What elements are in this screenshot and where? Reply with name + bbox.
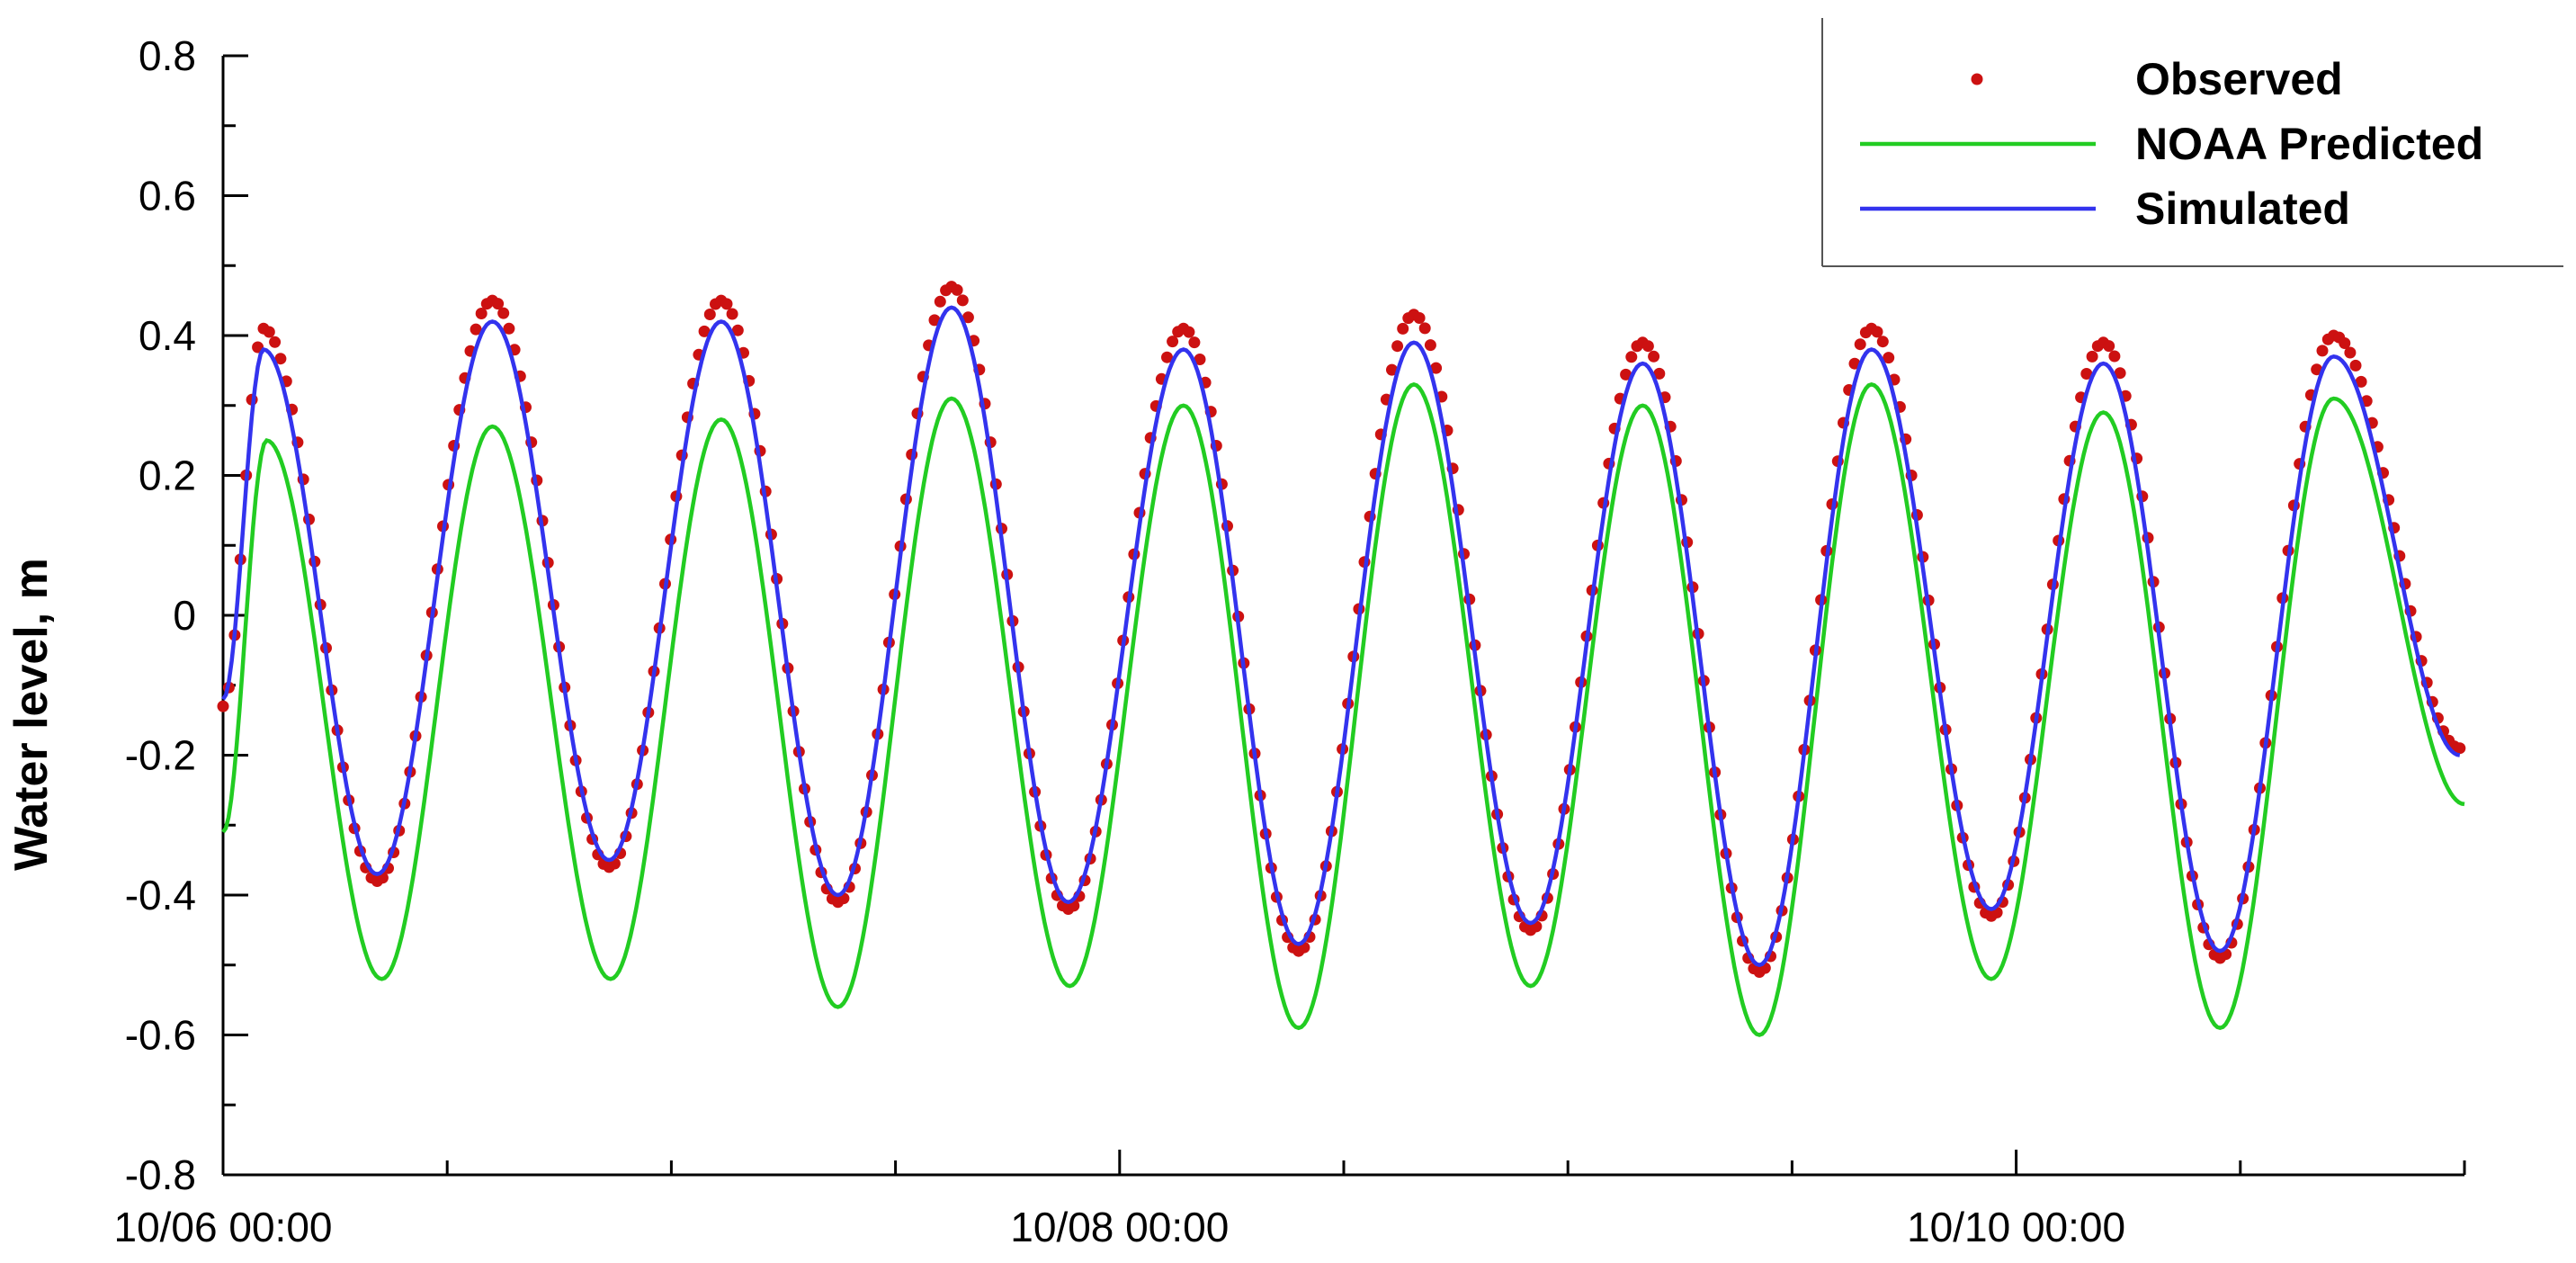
observed-point (698, 325, 711, 337)
observed-point (217, 700, 229, 712)
observed-point (1653, 367, 1666, 380)
y-axis-title: Water level, m (5, 558, 58, 871)
observed-point (1430, 362, 1443, 374)
observed-point (497, 307, 510, 319)
observed-point (2086, 350, 2098, 363)
observed-point (2080, 368, 2093, 380)
y-tick-label: -0.4 (125, 872, 196, 918)
observed-point (2344, 346, 2357, 359)
observed-point (269, 336, 282, 348)
observed-point (1883, 352, 1895, 364)
observed-point (1424, 339, 1436, 352)
legend: Observed NOAA Predicted Simulated (1821, 18, 2563, 267)
observed-point (2454, 742, 2466, 755)
observed-point (703, 309, 716, 320)
observed-point (962, 311, 974, 324)
series-noaa-predicted-line (221, 382, 2465, 1037)
observed-point (492, 298, 505, 310)
x-tick-label: 10/08 00:00 (1010, 1204, 1229, 1250)
observed-point (1167, 336, 1179, 348)
observed-point (1648, 350, 1660, 363)
observed-point (1876, 336, 1889, 348)
observed-point (951, 283, 963, 296)
legend-marker-observed (1971, 73, 1983, 85)
x-tick-label: 10/06 00:00 (113, 1204, 332, 1250)
observed-point (1854, 338, 1866, 351)
observed-point (1413, 312, 1426, 324)
observed-point (1871, 326, 1883, 338)
y-tick-label: -0.6 (125, 1012, 196, 1059)
y-tick-label: 0.2 (139, 452, 196, 499)
y-tick-label: 0.4 (139, 312, 196, 359)
observed-point (2316, 345, 2329, 357)
y-tick-label: 0.8 (139, 32, 196, 79)
y-tick-label: 0 (173, 592, 196, 639)
observed-point (1625, 351, 1638, 363)
observed-point (470, 323, 482, 336)
observed-point (1194, 354, 1206, 365)
observed-point (2355, 375, 2367, 388)
series-layer (217, 281, 2466, 1037)
series-simulated-line (221, 305, 2461, 968)
axes-layer: -0.8 -0.6 -0.4 -0.2 0 0.2 0.4 0.6 0.8 10/06 00:00… (113, 32, 2466, 1250)
observed-point (2311, 363, 2323, 376)
observed-point (2114, 367, 2126, 380)
y-tick-label: -0.8 (125, 1151, 196, 1198)
y-tick-label: 0.6 (139, 173, 196, 219)
legend-label-simulated: Simulated (2135, 184, 2350, 234)
observed-point (1386, 363, 1398, 376)
observed-point (928, 314, 941, 327)
observed-point (956, 294, 969, 307)
observed-point (503, 322, 515, 335)
observed-point (731, 324, 744, 336)
legend-label-noaa-predicted: NOAA Predicted (2135, 119, 2483, 169)
observed-point (2103, 340, 2115, 353)
observed-point (1161, 351, 1173, 363)
observed-point (2349, 359, 2362, 372)
observed-point (2108, 350, 2121, 363)
observed-point (1620, 368, 1632, 381)
x-tick-label: 10/10 00:00 (1907, 1204, 2125, 1250)
observed-point (1188, 336, 1201, 349)
observed-point (1418, 322, 1431, 335)
observed-point (1641, 340, 1654, 353)
observed-point (263, 326, 275, 338)
observed-point (720, 298, 733, 310)
observed-point (726, 308, 738, 320)
observed-point (1397, 322, 1409, 335)
observed-point (475, 308, 487, 319)
observed-point (274, 353, 287, 365)
observed-point (934, 295, 946, 308)
observed-point (2339, 337, 2351, 349)
legend-label-observed: Observed (2135, 54, 2343, 104)
y-tick-label: -0.2 (125, 732, 196, 779)
observed-point (1391, 340, 1404, 353)
observed-point (1183, 326, 1195, 338)
